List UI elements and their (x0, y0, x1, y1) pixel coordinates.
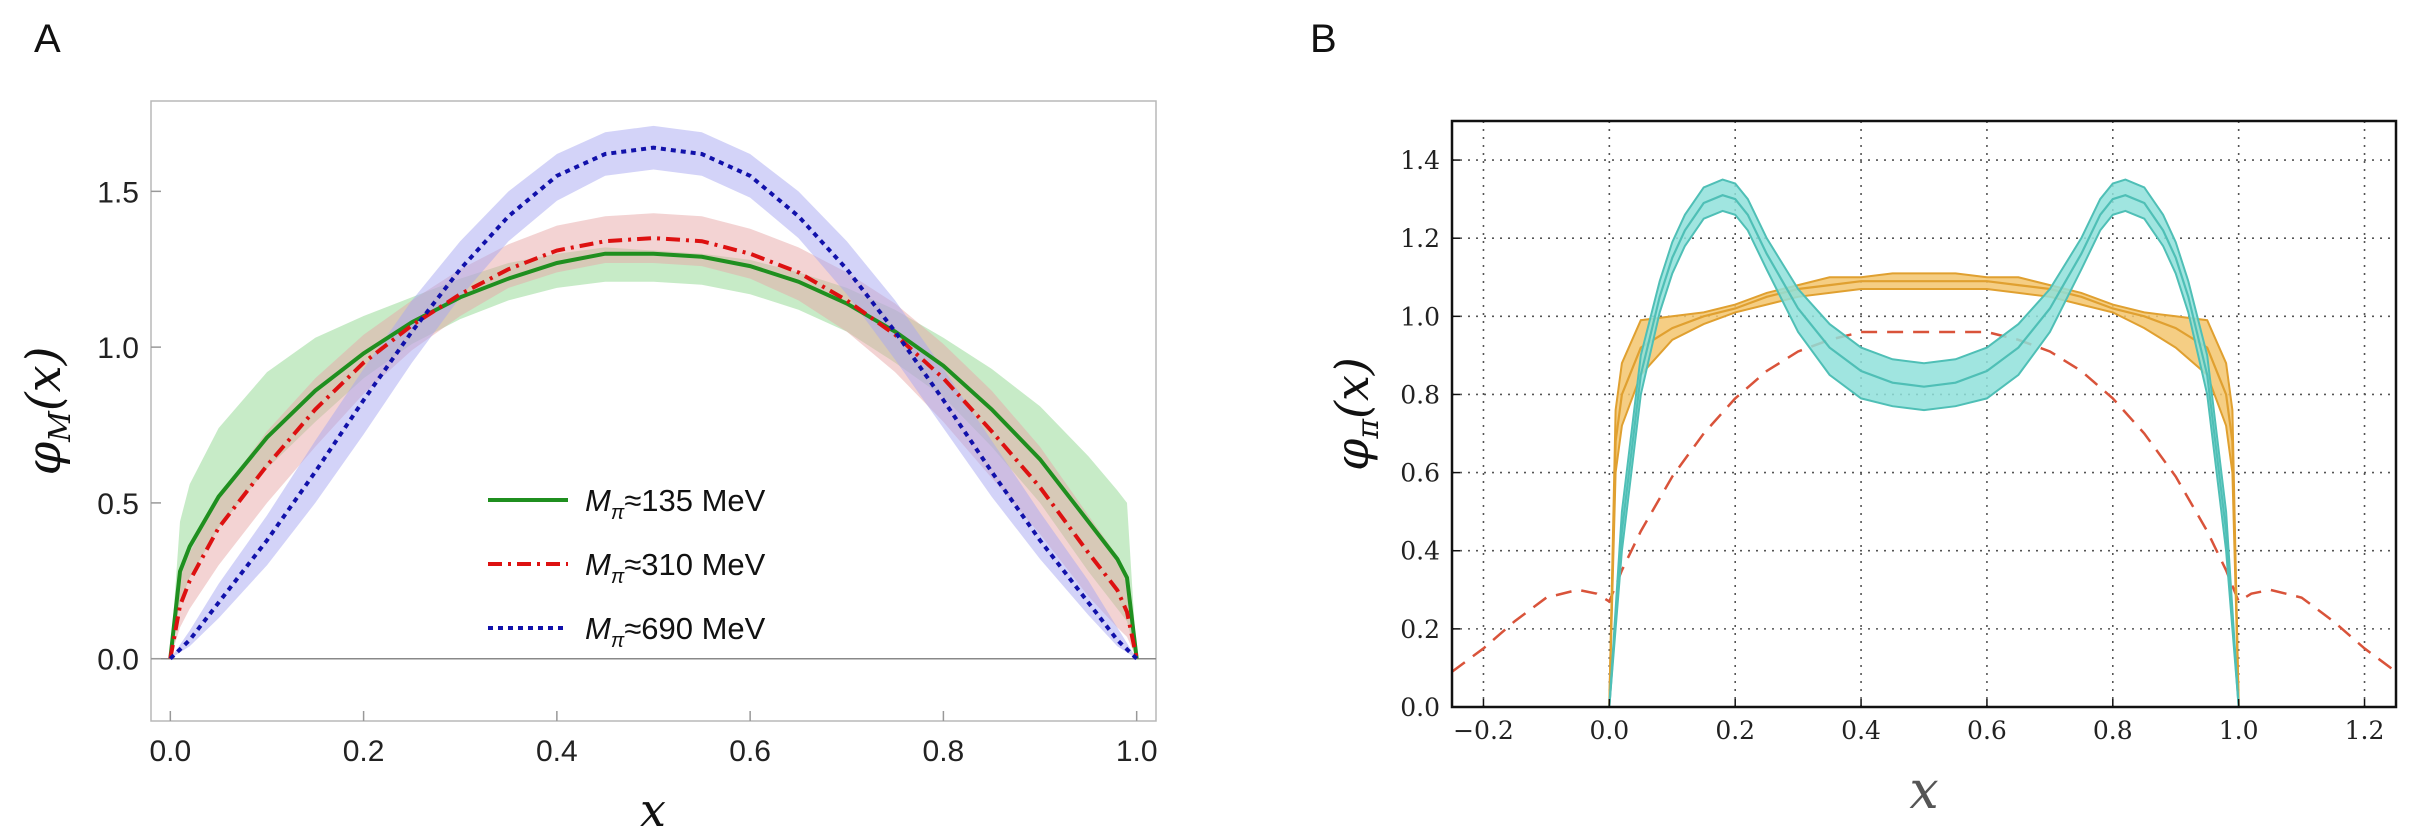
legend-label-310: Mπ≈310 MeV (585, 547, 766, 588)
series-line-135 (168, 251, 1139, 659)
chart-a: 0.0 0.2 0.4 0.6 0.8 1.00.00.51.01.5 x φM(x) M… (16, 100, 1158, 837)
legend-label-sub: π (611, 502, 625, 524)
legend-label-text: ≈690 MeV (624, 611, 765, 646)
y-tick-label: 1.0 (97, 332, 139, 365)
y-tick-label: 0.6 (1400, 459, 1440, 488)
chart-b-y-axis-label-arg: (x) (1325, 357, 1379, 419)
y-tick-label: 1.5 (97, 176, 139, 209)
chart-a-y-axis-label-main: φ (16, 441, 72, 475)
chart-b-frame (1450, 119, 2398, 709)
x-tick-label: 1.2 (2345, 716, 2385, 745)
legend-label-135: Mπ≈135 MeV (585, 483, 766, 524)
x-tick-label: 1.0 (1116, 735, 1158, 768)
series-line-teal (1608, 194, 2240, 708)
panel-a-label: A (34, 17, 61, 61)
panel-b-label: B (1310, 17, 1337, 61)
series-line-orange (1608, 280, 2240, 708)
legend-label-690: Mπ≈690 MeV (585, 611, 766, 652)
legend-label-text: ≈135 MeV (624, 483, 765, 518)
x-tick-label: 0.0 (1589, 716, 1629, 745)
legend-label-var: M (585, 547, 611, 582)
x-tick-label: 1.0 (2219, 716, 2259, 745)
y-tick-label: 1.0 (1400, 302, 1440, 331)
chart-b-y-axis-label: φπ(x) (1325, 357, 1386, 471)
y-tick-label: 1.4 (1400, 146, 1440, 175)
chart-a-x-axis-label: x (640, 783, 666, 837)
chart-b-ticks: −0.2 0.0 0.2 0.4 0.6 0.8 1.0 1.2 0.0 0.2 0.4 0.6 0.8… (1400, 146, 2384, 745)
x-tick-label: 0.8 (923, 735, 965, 768)
legend-label-sub: π (611, 630, 625, 652)
chart-a-y-axis-label-sub: M (43, 410, 78, 443)
x-tick-label: −0.2 (1453, 716, 1514, 745)
x-tick-label: 0.2 (343, 735, 385, 768)
chart-b-x-axis-label: x (1909, 761, 1938, 821)
x-tick-label: 0.6 (729, 735, 771, 768)
chart-b: −0.2 0.0 0.2 0.4 0.6 0.8 1.0 1.2 0.0 0.2 0.4 0.6 0.8… (1325, 119, 2398, 821)
chart-a-y-axis-label: φM(x) (16, 347, 78, 476)
x-tick-label: 0.8 (2093, 716, 2133, 745)
chart-b-plot-background (1452, 121, 2396, 707)
legend-label-sub: π (611, 566, 625, 588)
x-tick-label: 0.4 (536, 735, 578, 768)
legend-label-text: ≈310 MeV (624, 547, 765, 582)
y-tick-label: 0.0 (1400, 693, 1440, 722)
chart-b-y-axis-label-sub: π (1351, 418, 1386, 440)
chart-b-y-axis-label-main: φ (1325, 438, 1379, 471)
y-tick-label: 0.0 (97, 644, 139, 677)
y-tick-label: 0.2 (1400, 615, 1440, 644)
chart-a-ticks: 0.0 0.2 0.4 0.6 0.8 1.0 0.0 0.5 1.0 1.5 (97, 176, 1157, 768)
y-tick-label: 0.8 (1400, 380, 1440, 409)
series-line-dashed (1451, 330, 2397, 673)
series-line-690 (168, 145, 1139, 661)
chart-a-lines (168, 145, 1139, 661)
x-tick-label: 0.0 (149, 735, 191, 768)
y-tick-label: 1.2 (1400, 224, 1440, 253)
y-tick-label: 0.5 (97, 488, 139, 521)
chart-a-y-axis-label-arg: (x) (16, 347, 72, 412)
x-tick-label: 0.4 (1841, 716, 1881, 745)
y-tick-label: 0.4 (1400, 537, 1440, 566)
band-690 (170, 125, 1137, 659)
legend-label-var: M (585, 611, 611, 646)
x-tick-label: 0.2 (1715, 716, 1755, 745)
x-tick-label: 0.6 (1967, 716, 2007, 745)
legend-label-var: M (585, 483, 611, 518)
